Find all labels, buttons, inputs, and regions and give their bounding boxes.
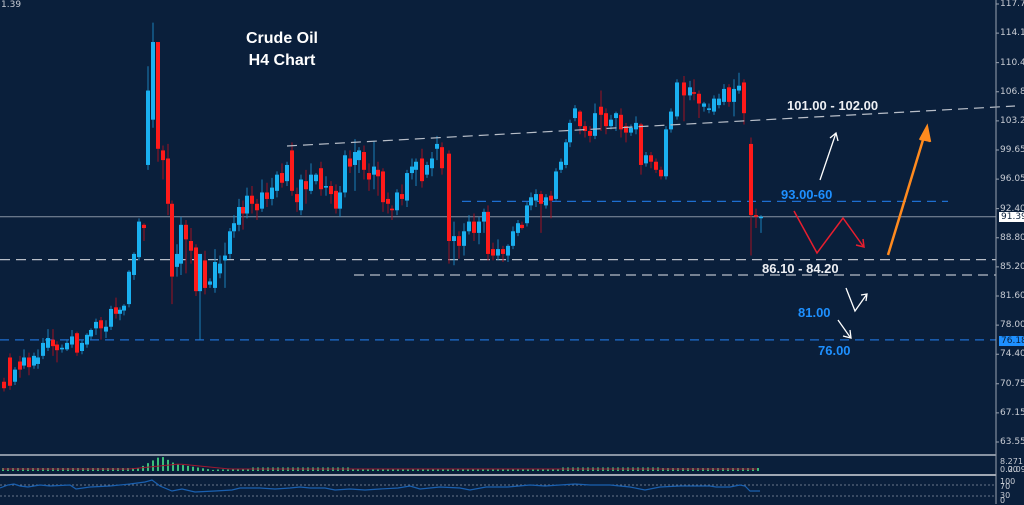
oscillator-indicator [0, 479, 996, 497]
indicator-panel-separators [0, 454, 996, 476]
hist-label-max: 8.271 [1000, 457, 1023, 466]
price-tick-label: 81.60 [1000, 291, 1024, 301]
price-axis-ticks [996, 3, 999, 443]
osc-label-70: 70 [1000, 482, 1011, 491]
bounce-arrow-icon [845, 287, 868, 313]
hist-label-value: 2.091 [1008, 465, 1024, 474]
annotation-level-81: 81.00 [798, 305, 831, 320]
resistance-trendline[interactable] [286, 105, 1016, 147]
price-tick-label: 103.25 [1000, 115, 1024, 126]
osc-label-100: 100 [1000, 477, 1016, 486]
candlesticks [2, 22, 763, 392]
price-tick-label: 96.05 [1000, 174, 1024, 185]
annotation-level-76: 76.00 [818, 343, 851, 358]
chart-title-line2: H4 Chart [248, 52, 316, 69]
analysis-drawings [286, 105, 1016, 339]
price-tick-label: 88.80 [1000, 232, 1024, 243]
price-tick-label: 99.65 [1000, 145, 1024, 155]
hist-label-zero: 0.00 [1000, 465, 1018, 474]
price-tick-label: 106.85 [1000, 86, 1024, 97]
corner-value: 1.39 [1, 0, 22, 10]
price-tick-label: 92.40 [1000, 203, 1024, 214]
osc-label-30: 30 [1000, 491, 1011, 500]
orange-up-arrow-icon [886, 123, 932, 256]
price-tick-label: 117.70 [1000, 0, 1024, 9]
price-tick-label: 78.00 [1000, 320, 1024, 331]
annotation-zone-93: 93.00-60 [781, 187, 833, 202]
red-zigzag-arrow-icon [793, 210, 865, 255]
price-tick-label: 70.75 [1000, 378, 1024, 389]
annotation-resistance: 101.00 - 102.00 [787, 98, 879, 113]
price-tick-label: 67.15 [1000, 407, 1024, 418]
marked-level-tag: 76.18 [999, 336, 1024, 346]
osc-label-0: 0 [1000, 496, 1006, 505]
current-price-tag: 91.39 [999, 212, 1024, 222]
down-arrow-icon [837, 319, 852, 339]
price-tick-label: 110.45 [1000, 57, 1024, 68]
price-tick-label: 74.40 [1000, 349, 1024, 360]
chart-title-line1: Crude Oil [245, 30, 318, 47]
price-tick-label: 63.55 [1000, 437, 1024, 447]
price-tick-label: 114.10 [1000, 28, 1024, 39]
annotation-support: 86.10 - 84.20 [762, 261, 839, 276]
histogram-indicator [2, 457, 759, 471]
up-arrow-icon [819, 131, 839, 181]
price-tick-label: 85.20 [1000, 261, 1024, 272]
